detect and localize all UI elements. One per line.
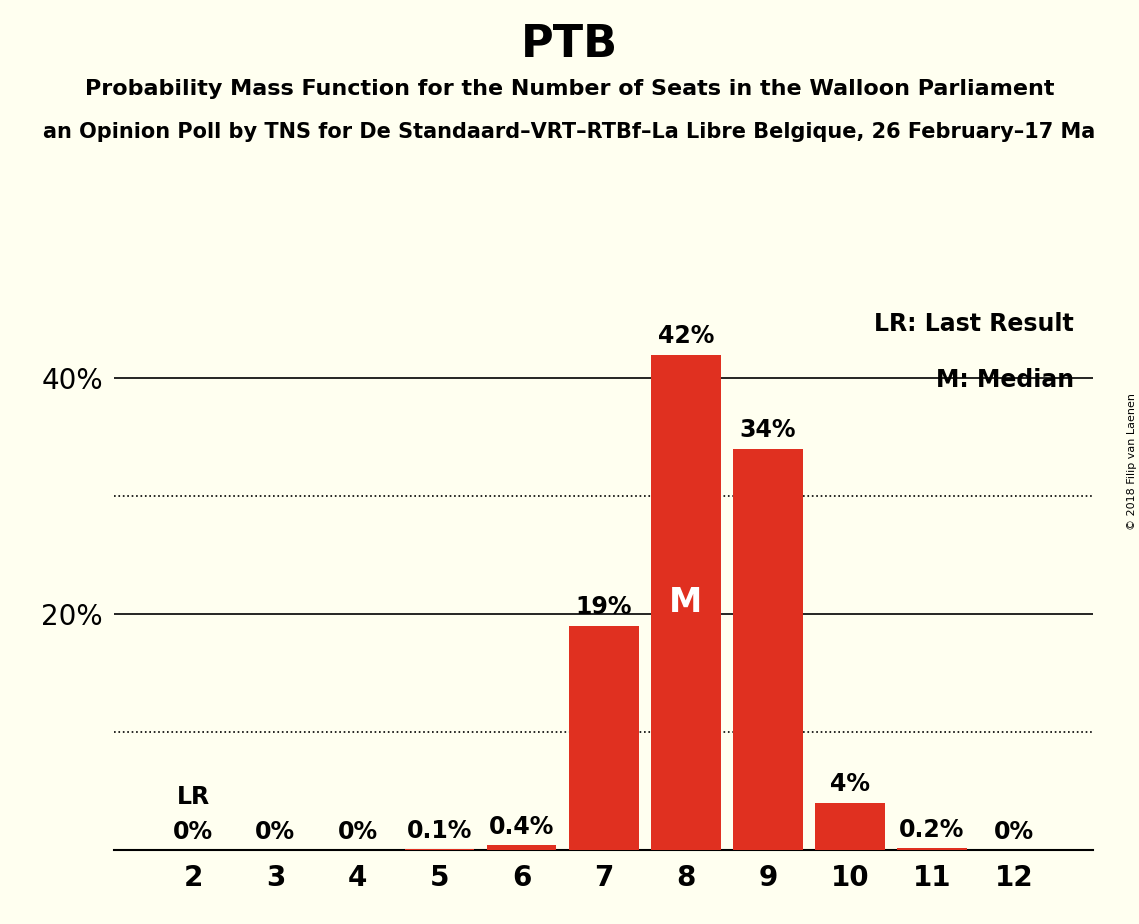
Text: 42%: 42% — [657, 323, 714, 347]
Text: LR: Last Result: LR: Last Result — [874, 312, 1074, 336]
Bar — [898, 847, 967, 850]
Text: 0.2%: 0.2% — [900, 818, 965, 842]
Bar — [568, 626, 639, 850]
Text: 0.1%: 0.1% — [407, 819, 473, 843]
Text: M: Median: M: Median — [936, 368, 1074, 392]
Text: 19%: 19% — [575, 595, 632, 619]
Text: 0%: 0% — [173, 821, 213, 845]
Text: 0%: 0% — [337, 821, 377, 845]
Bar — [486, 845, 557, 850]
Bar — [650, 355, 721, 850]
Text: 0%: 0% — [255, 821, 295, 845]
Text: 0.4%: 0.4% — [489, 816, 555, 840]
Text: LR: LR — [177, 784, 210, 808]
Text: 34%: 34% — [739, 418, 796, 442]
Bar — [816, 803, 885, 850]
Text: 0%: 0% — [994, 821, 1034, 845]
Text: Probability Mass Function for the Number of Seats in the Walloon Parliament: Probability Mass Function for the Number… — [84, 79, 1055, 99]
Text: an Opinion Poll by TNS for De Standaard–VRT–RTBf–La Libre Belgique, 26 February–: an Opinion Poll by TNS for De Standaard–… — [43, 122, 1096, 142]
Text: 4%: 4% — [830, 772, 870, 796]
Text: © 2018 Filip van Laenen: © 2018 Filip van Laenen — [1126, 394, 1137, 530]
Bar — [404, 849, 475, 850]
Text: M: M — [669, 586, 703, 619]
Text: PTB: PTB — [521, 23, 618, 67]
Bar — [732, 449, 803, 850]
